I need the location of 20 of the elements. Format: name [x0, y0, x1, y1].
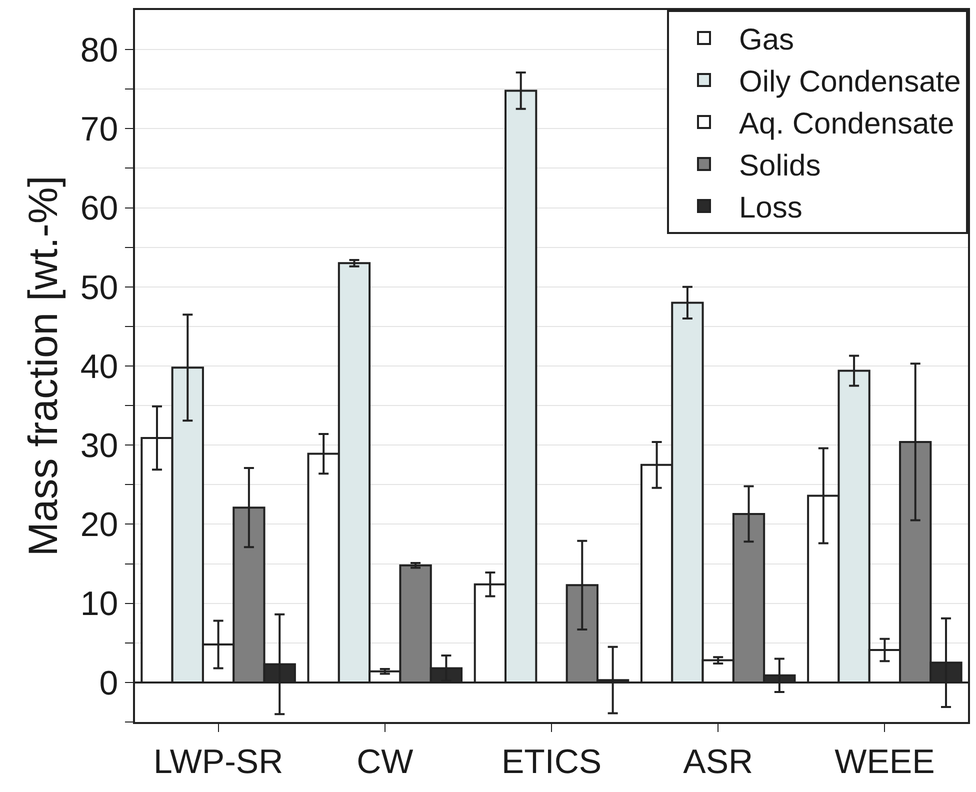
x-tick-label: LWP-SR — [153, 742, 284, 781]
y-tick-label: 50 — [80, 268, 118, 307]
y-tick-label: 10 — [80, 585, 118, 624]
y-tick-label: 60 — [80, 190, 118, 228]
x-tick-label: ASR — [683, 742, 754, 781]
legend-label: Loss — [739, 192, 802, 225]
legend-label: Oily Condensate — [739, 66, 961, 99]
y-tick-label: 70 — [80, 110, 118, 149]
legend-label: Gas — [739, 24, 794, 57]
x-tick-label: CW — [356, 742, 414, 781]
y-tick-label: 40 — [80, 348, 118, 386]
legend-label: Aq. Condensate — [739, 108, 954, 141]
x-tick-label: ETICS — [501, 742, 602, 781]
y-tick-label: 0 — [99, 664, 118, 702]
legend-label: Solids — [739, 150, 821, 183]
y-tick-label: 30 — [80, 427, 118, 466]
x-tick-label: WEEE — [834, 742, 935, 781]
y-axis-title: Mass fraction [wt.-%] — [20, 176, 66, 556]
y-tick-label: 20 — [80, 506, 118, 544]
y-tick-label: 80 — [80, 31, 118, 70]
